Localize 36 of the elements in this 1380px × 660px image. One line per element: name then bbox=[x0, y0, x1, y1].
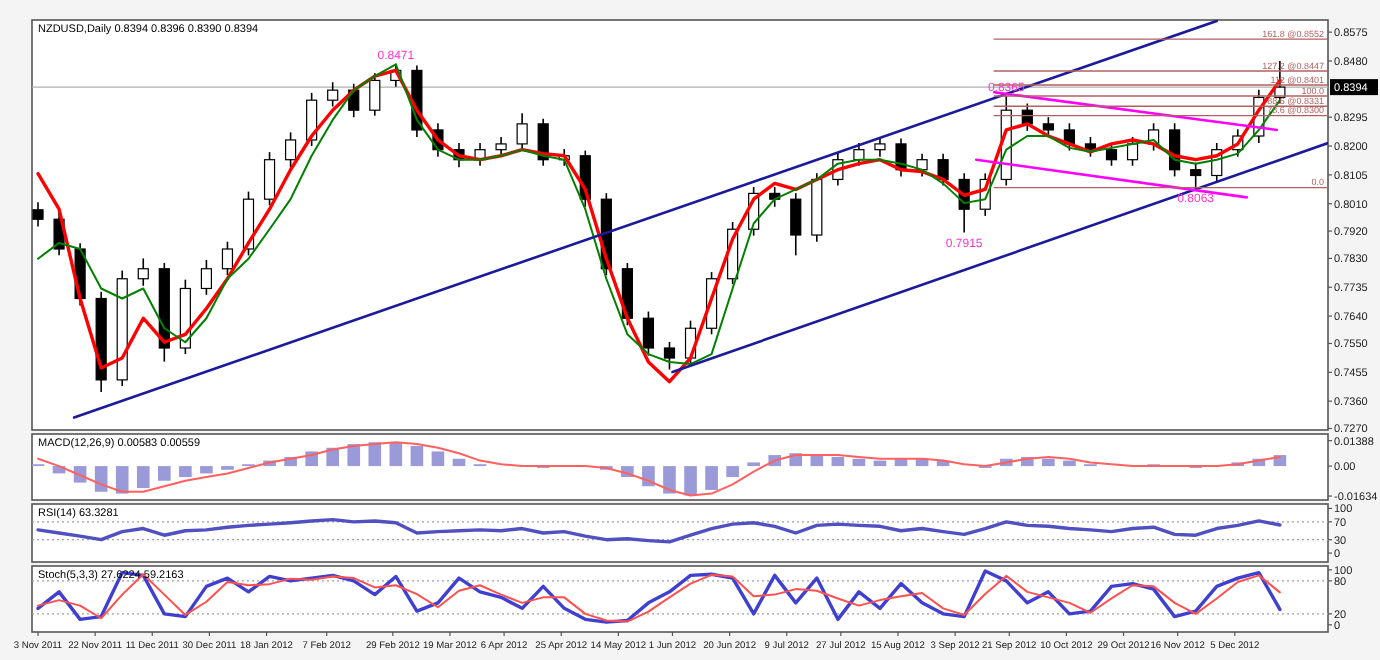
bar bbox=[452, 458, 466, 467]
bar bbox=[1042, 458, 1055, 467]
candlestick bbox=[937, 152, 949, 187]
bar bbox=[431, 451, 445, 467]
candlestick bbox=[327, 81, 339, 108]
bar bbox=[136, 466, 150, 489]
bar bbox=[831, 456, 845, 467]
line-series bbox=[37, 441, 1281, 497]
bar bbox=[726, 466, 739, 478]
bar bbox=[347, 444, 361, 467]
candlestick bbox=[1190, 161, 1202, 189]
candlestick bbox=[642, 310, 655, 357]
candlestick bbox=[285, 131, 297, 169]
candlestick bbox=[853, 142, 865, 167]
bar bbox=[368, 442, 382, 467]
candlestick bbox=[263, 151, 276, 207]
candlestick bbox=[32, 201, 44, 228]
bar bbox=[157, 466, 171, 481]
bar bbox=[663, 466, 676, 494]
candlestick bbox=[369, 72, 381, 117]
bar bbox=[1063, 460, 1076, 467]
bar bbox=[410, 445, 424, 467]
candlestick bbox=[137, 257, 149, 287]
bar bbox=[684, 466, 697, 496]
bar bbox=[389, 442, 403, 467]
bar bbox=[200, 466, 213, 474]
bar bbox=[852, 458, 866, 467]
candlestick bbox=[200, 259, 212, 296]
bar bbox=[115, 466, 129, 494]
line-series bbox=[36, 517, 1282, 544]
candlestick bbox=[790, 192, 802, 257]
candlestick bbox=[663, 341, 676, 371]
candlestick bbox=[221, 240, 234, 276]
bar bbox=[179, 466, 192, 478]
bar bbox=[705, 466, 718, 490]
candlestick bbox=[516, 112, 528, 152]
